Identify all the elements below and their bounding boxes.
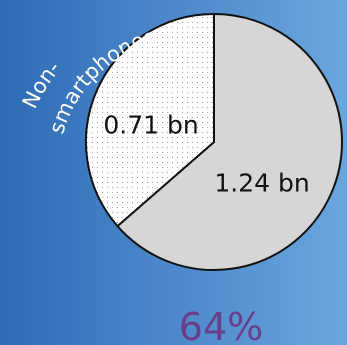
slice-label-smartphones: 1.24 bn bbox=[214, 168, 310, 198]
pie-slice-non-smartphones bbox=[84, 13, 215, 228]
slice-label-non-smartphones: 0.71 bn bbox=[103, 110, 199, 140]
percent-label: 64% bbox=[178, 305, 264, 345]
pie-slice-smartphones bbox=[116, 13, 343, 271]
